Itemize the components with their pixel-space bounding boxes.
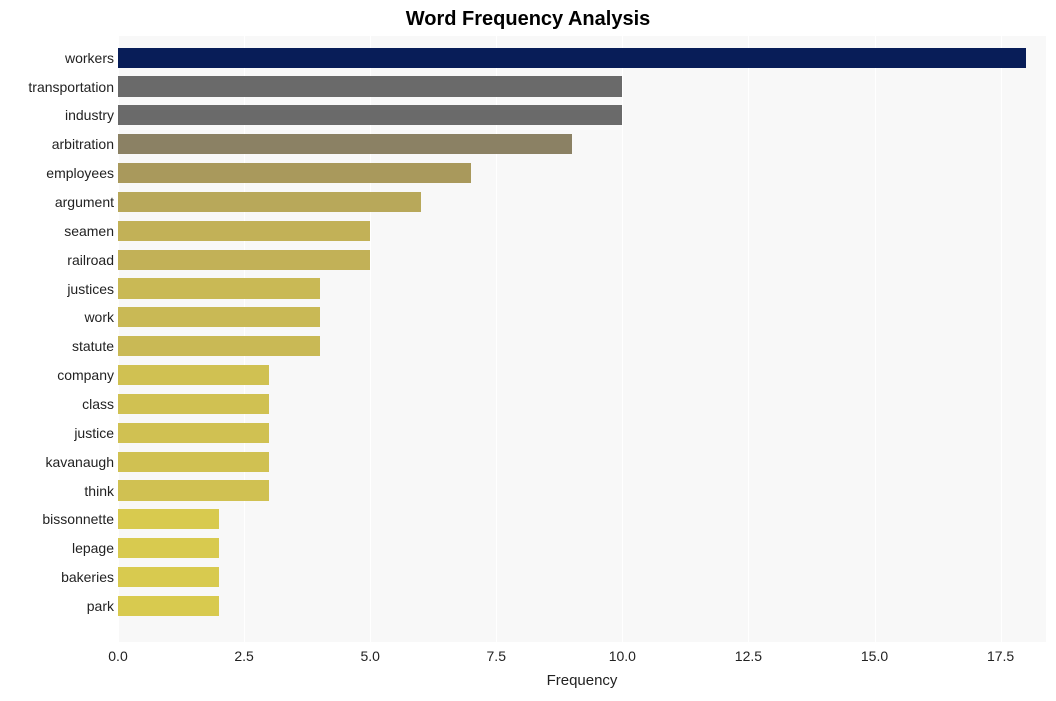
y-tick-label: employees — [46, 165, 114, 181]
bar — [118, 567, 219, 587]
bar — [118, 163, 471, 183]
bar — [118, 480, 269, 500]
x-tick-label: 12.5 — [735, 648, 762, 664]
bar-row — [118, 221, 1046, 241]
bar-row — [118, 250, 1046, 270]
y-tick-label: arbitration — [52, 136, 114, 152]
bar-row — [118, 336, 1046, 356]
y-tick-label: argument — [55, 194, 114, 210]
y-tick-label: justices — [67, 281, 114, 297]
bar-row — [118, 163, 1046, 183]
x-tick-label: 2.5 — [234, 648, 253, 664]
bar-row — [118, 307, 1046, 327]
y-tick-label: think — [84, 483, 114, 499]
bar — [118, 105, 622, 125]
bar — [118, 394, 269, 414]
y-tick-label: park — [87, 598, 114, 614]
y-tick-label: bissonnette — [42, 511, 114, 527]
bar-row — [118, 509, 1046, 529]
word-frequency-chart: Word Frequency Analysis Frequency worker… — [0, 0, 1056, 701]
y-tick-label: transportation — [28, 79, 114, 95]
y-tick-label: railroad — [67, 252, 114, 268]
y-tick-label: bakeries — [61, 569, 114, 585]
bar-row — [118, 423, 1046, 443]
bar — [118, 192, 421, 212]
y-tick-label: class — [82, 396, 114, 412]
x-tick-label: 10.0 — [609, 648, 636, 664]
x-tick-label: 7.5 — [487, 648, 506, 664]
x-axis-label: Frequency — [118, 672, 1046, 689]
bar-row — [118, 105, 1046, 125]
bar — [118, 452, 269, 472]
x-tick-label: 0.0 — [108, 648, 127, 664]
bar — [118, 538, 219, 558]
x-tick-label: 5.0 — [360, 648, 379, 664]
bar-row — [118, 452, 1046, 472]
y-tick-label: industry — [65, 107, 114, 123]
bar-row — [118, 538, 1046, 558]
bar — [118, 509, 219, 529]
bar-row — [118, 365, 1046, 385]
y-tick-label: company — [57, 367, 114, 383]
bar-row — [118, 480, 1046, 500]
y-tick-label: kavanaugh — [45, 454, 114, 470]
bar-row — [118, 278, 1046, 298]
bar — [118, 336, 320, 356]
bar-row — [118, 76, 1046, 96]
y-tick-label: statute — [72, 338, 114, 354]
bar — [118, 76, 622, 96]
y-tick-label: lepage — [72, 540, 114, 556]
bar — [118, 250, 370, 270]
bar — [118, 221, 370, 241]
x-tick-label: 15.0 — [861, 648, 888, 664]
bar — [118, 596, 219, 616]
bar-row — [118, 192, 1046, 212]
bar — [118, 48, 1026, 68]
y-tick-label: justice — [74, 425, 114, 441]
bar — [118, 365, 269, 385]
bar-row — [118, 567, 1046, 587]
y-tick-label: work — [84, 309, 114, 325]
y-tick-label: seamen — [64, 223, 114, 239]
bar-row — [118, 134, 1046, 154]
plot-area — [118, 36, 1046, 642]
bar — [118, 134, 572, 154]
y-tick-label: workers — [65, 50, 114, 66]
bar — [118, 278, 320, 298]
x-tick-label: 17.5 — [987, 648, 1014, 664]
bar-row — [118, 48, 1046, 68]
bar-row — [118, 394, 1046, 414]
bar — [118, 307, 320, 327]
bar-row — [118, 596, 1046, 616]
chart-title: Word Frequency Analysis — [0, 8, 1056, 31]
bar — [118, 423, 269, 443]
